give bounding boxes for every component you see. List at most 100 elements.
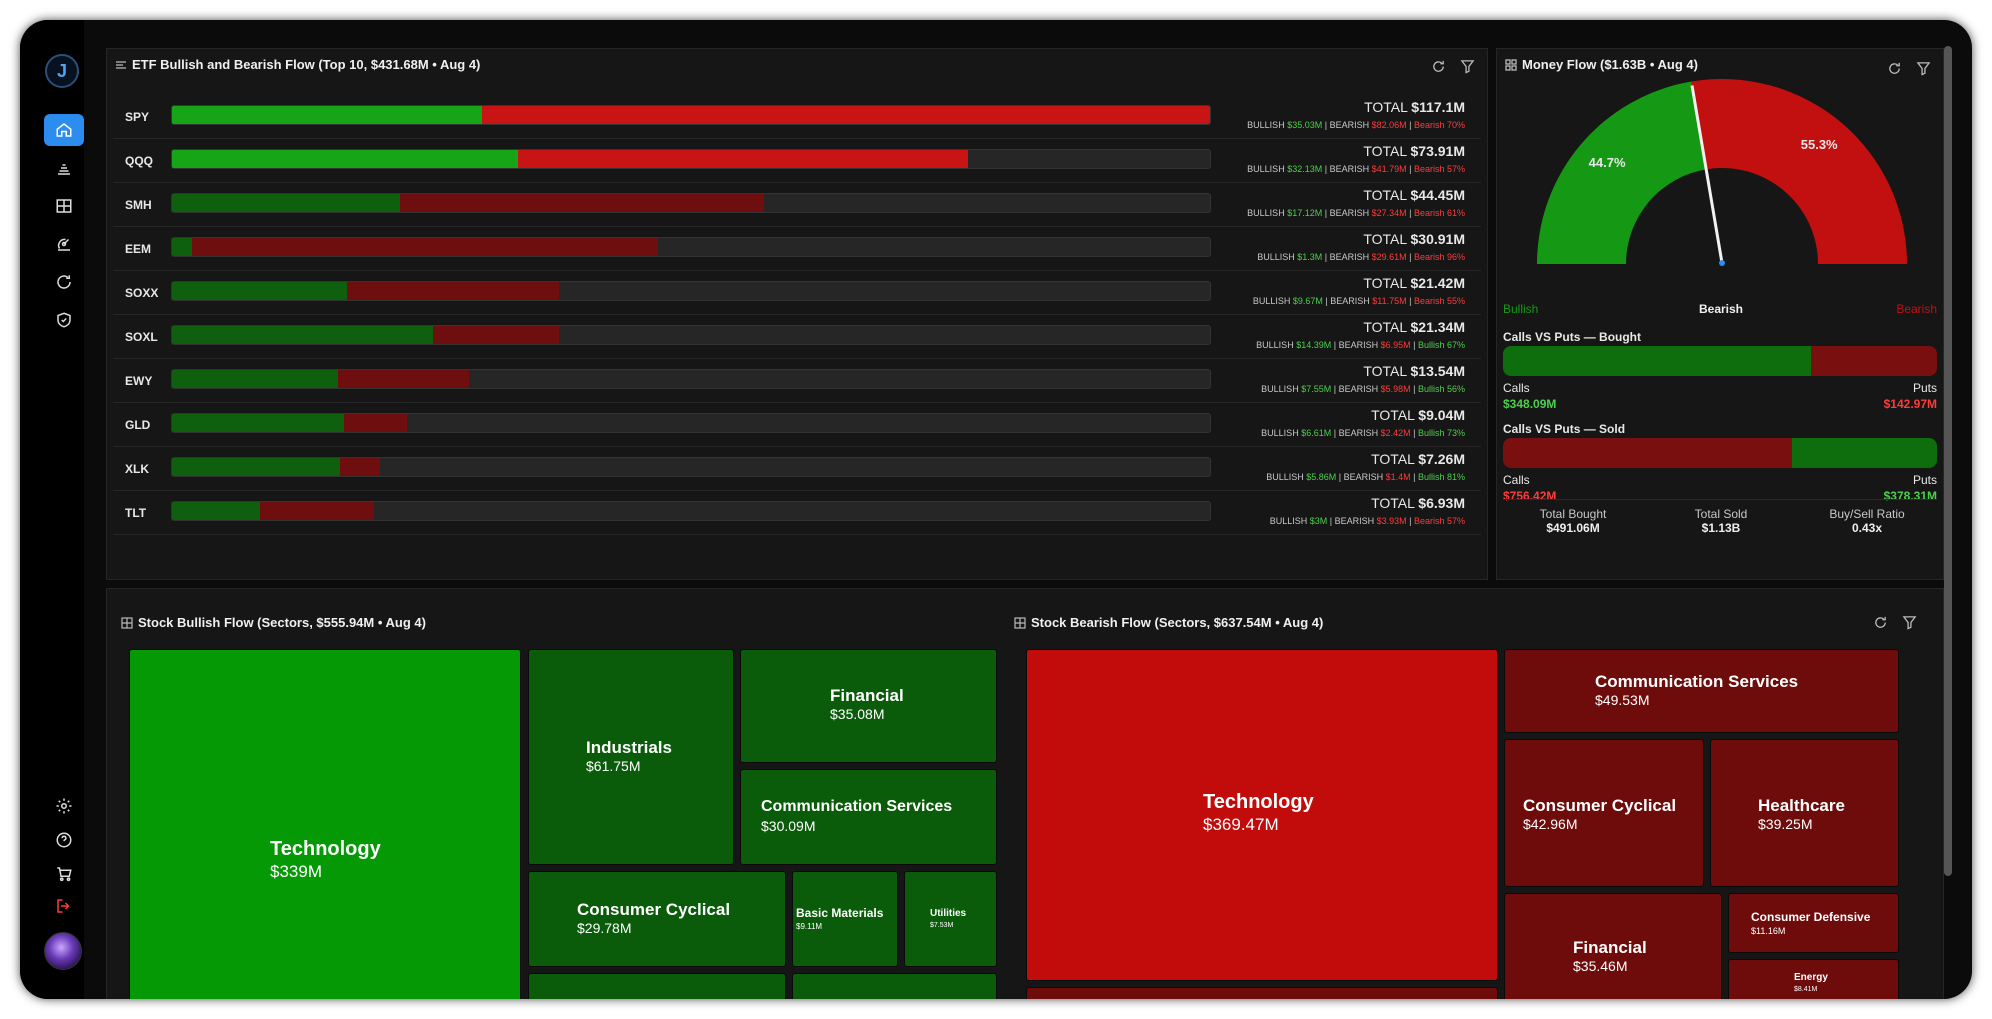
bull-tile-technology[interactable]: Technology $339M [129,649,521,999]
bear-tile-consumer-cyclical[interactable]: Consumer Cyclical $42.96M [1504,739,1704,887]
etf-total: TOTAL $6.93M [1371,495,1465,511]
filter-icon[interactable] [1460,59,1475,74]
stat-value: $1.13B [1701,521,1741,535]
etf-flow-bar [171,325,1211,345]
nav-security[interactable] [44,304,84,336]
bear-tile-healthcare[interactable]: Healthcare $39.25M [1710,739,1899,887]
etf-sentiment-tag: Bearish 61% [1413,208,1465,218]
etf-sentiment-tag: Bearish 57% [1413,516,1465,526]
etf-bearish-value: $6.95M [1380,340,1411,350]
etf-bearish-value: $27.34M [1371,208,1407,218]
nav-settings[interactable] [44,790,84,822]
stat-label: Total Bought [1539,507,1607,521]
etf-row[interactable]: EWY TOTAL $13.54M BULLISH $7.55M | BEARISH… [113,359,1481,403]
etf-rows: SPY TOTAL $117.1M BULLISH $35.03M | BEARIS… [113,95,1483,535]
sold-puts-label: Puts [1912,473,1937,487]
nav-help[interactable] [44,824,84,856]
nav-logout[interactable] [44,890,84,922]
etf-bearish-value: $3.93M [1376,516,1407,526]
etf-row[interactable]: XLK TOTAL $7.26M BULLISH $5.86M | BEARISH … [113,447,1481,491]
etf-row[interactable]: GLD TOTAL $9.04M BULLISH $6.61M | BEARISH … [113,403,1481,447]
etf-total-label: TOTAL [1363,143,1407,159]
gauge-bullish-arc [1537,81,1707,264]
nav-refresh[interactable] [44,266,84,298]
nav-dashboard[interactable] [44,190,84,222]
etf-bullish-value: $14.39M [1296,340,1332,350]
tile-value: $9.11M [796,922,823,931]
etf-breakdown: BULLISH $6.61M | BEARISH $2.42M | Bullis… [1261,428,1465,438]
etf-bullish-value: $35.03M [1287,120,1323,130]
refresh-icon[interactable] [1873,615,1888,630]
etf-breakdown: BULLISH $3M | BEARISH $3.93M | Bearish 5… [1269,516,1465,526]
tile-label: Consumer Cyclical [577,900,731,919]
bear-tile-consumer-defensive[interactable]: Consumer Defensive $11.16M [1728,893,1899,953]
refresh-plus-icon [57,275,71,289]
nav-radar[interactable] [44,228,84,260]
bought-calls-label: Calls [1503,381,1530,395]
bear-tile-other[interactable] [1026,987,1498,999]
bearish-sectors-header: Stock Bearish Flow (Sectors, $637.54M • … [1014,615,1323,630]
stat-total-bought: Total Bought $491.06M [1503,507,1643,535]
logout-icon [57,899,70,913]
etf-bearish-value: $2.42M [1380,428,1411,438]
etf-sentiment-tag: Bullish 81% [1417,472,1465,482]
etf-row[interactable]: QQQ TOTAL $73.91M BULLISH $32.13M | BEARIS… [113,139,1481,183]
table-icon [121,616,133,629]
etf-total: TOTAL $9.04M [1371,407,1465,423]
refresh-icon[interactable] [1887,61,1902,76]
etf-breakdown: BULLISH $14.39M | BEARISH $6.95M | Bulli… [1256,340,1465,350]
cart-icon [57,867,72,882]
user-avatar[interactable] [44,932,82,970]
bull-tile-financial[interactable]: Financial $35.08M [740,649,997,763]
etf-bullish-segment [172,414,344,432]
etf-bullish-value: $7.55M [1301,384,1332,394]
nav-cart[interactable] [44,858,84,890]
etf-total-label: TOTAL [1371,495,1415,511]
bull-tile-other[interactable] [528,973,786,999]
etf-bullish-segment [172,458,340,476]
tile-value: $39.25M [1758,816,1813,832]
main-scrollbar[interactable] [1944,46,1952,876]
etf-bearish-segment [399,194,764,212]
etf-bullish-segment [172,106,483,124]
nav-home[interactable] [44,114,84,146]
refresh-icon[interactable] [1431,59,1446,74]
gauge-bullish-percent: 44.7% [1589,155,1626,170]
tile-label: Utilities [930,908,967,919]
etf-breakdown: BULLISH $9.67M | BEARISH $11.75M | Beari… [1252,296,1465,306]
bearish-sectors-title: Stock Bearish Flow (Sectors, $637.54M • … [1031,615,1324,630]
sector-flow-panel: Stock Bullish Flow (Sectors, $555.94M • … [106,588,1944,999]
etf-ticker: QQQ [125,154,154,168]
etf-bearish-value: $41.79M [1371,164,1407,174]
filter-icon[interactable] [1916,61,1931,76]
bull-tile-other[interactable] [792,973,997,999]
app-logo[interactable]: J [45,54,79,88]
bear-tile-energy[interactable]: Energy $8.41M [1728,959,1899,999]
etf-bearish-segment [343,414,407,432]
tile-value: $11.16M [1751,926,1786,936]
etf-flow-bar [171,457,1211,477]
etf-total-label: TOTAL [1371,451,1415,467]
bull-tile-communication-services[interactable]: Communication Services $30.09M [740,769,997,865]
bull-tile-basic-materials[interactable]: Basic Materials $9.11M [792,871,898,967]
etf-row[interactable]: SPY TOTAL $117.1M BULLISH $35.03M | BEARIS… [113,95,1481,139]
etf-flow-bar [171,149,1211,169]
bull-tile-industrials[interactable]: Industrials $61.75M [528,649,734,865]
sold-title: Calls VS Puts — Sold [1503,422,1626,436]
nav-flow[interactable] [44,152,84,184]
bear-tile-communication-services[interactable]: Communication Services $49.53M [1504,649,1899,733]
etf-flow-bar [171,237,1211,257]
bull-tile-utilities[interactable]: Utilities $7.53M [904,871,997,967]
etf-row[interactable]: TLT TOTAL $6.93M BULLISH $3M | BEARISH $3.… [113,491,1481,535]
etf-row[interactable]: SMH TOTAL $44.45M BULLISH $17.12M | BEARIS… [113,183,1481,227]
etf-row[interactable]: EEM TOTAL $30.91M BULLISH $1.3M | BEARISH … [113,227,1481,271]
bear-tile-financial[interactable]: Financial $35.46M [1504,893,1722,999]
bear-tile-technology[interactable]: Technology $369.47M [1026,649,1498,981]
filter-icon[interactable] [1902,615,1917,630]
etf-bullish-segment [172,282,347,300]
etf-total-value: $6.93M [1418,495,1465,511]
etf-row[interactable]: SOXX TOTAL $21.42M BULLISH $9.67M | BEARIS… [113,271,1481,315]
etf-row[interactable]: SOXL TOTAL $21.34M BULLISH $14.39M | BEARI… [113,315,1481,359]
etf-breakdown: BULLISH $1.3M | BEARISH $29.61M | Bearis… [1257,252,1465,262]
bull-tile-consumer-cyclical[interactable]: Consumer Cyclical $29.78M [528,871,786,967]
